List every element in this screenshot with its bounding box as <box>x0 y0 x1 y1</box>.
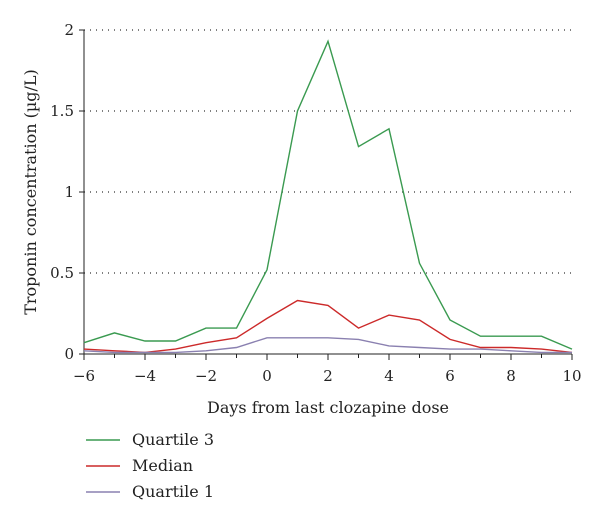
x-tick-label: −4 <box>134 367 156 385</box>
series-line-quartile-1 <box>83 337 572 354</box>
series-lines <box>83 39 573 354</box>
x-tick-label: −2 <box>195 367 217 385</box>
legend-label-quartile-1: Quartile 1 <box>132 482 214 501</box>
x-tick-label: 6 <box>445 367 455 385</box>
legend-label-median: Median <box>132 456 193 475</box>
y-axis-title: Troponin concentration (µg/L) <box>21 69 40 315</box>
x-axis-title: Days from last clozapine dose <box>207 398 449 417</box>
x-tick-label: 2 <box>323 367 333 385</box>
x-tick-label: 0 <box>262 367 272 385</box>
y-tick-label: 0.5 <box>50 264 74 282</box>
legend: Quartile 3 Median Quartile 1 <box>86 430 214 501</box>
y-tick-label: 1.5 <box>50 102 74 120</box>
x-ticks: −6 −4 −2 0 2 4 6 8 10 <box>73 354 582 385</box>
x-tick-label: 8 <box>506 367 516 385</box>
series-line-median <box>83 299 573 354</box>
series-line-quartile-3 <box>83 39 573 350</box>
x-tick-label: 4 <box>384 367 394 385</box>
gridlines <box>84 29 572 274</box>
x-tick-label: −6 <box>73 367 95 385</box>
y-tick-label: 1 <box>64 183 74 201</box>
legend-label-quartile-3: Quartile 3 <box>132 430 214 449</box>
y-tick-label: 0 <box>64 345 74 363</box>
y-ticks: 0 0.5 1 1.5 2 <box>50 21 84 363</box>
x-tick-label: 10 <box>562 367 581 385</box>
y-tick-label: 2 <box>64 21 74 39</box>
